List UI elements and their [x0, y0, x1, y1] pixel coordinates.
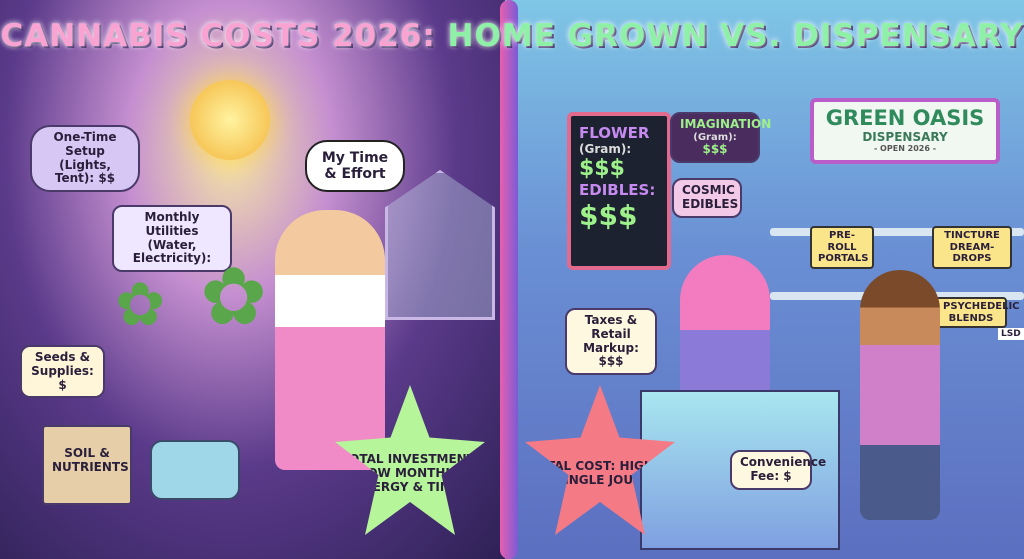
gardener-character: [275, 210, 385, 470]
time-effort-bubble: My Time & Effort: [305, 140, 405, 193]
imagination-price-tag: IMAGINATION (Gram): $$$: [670, 112, 771, 164]
watering-can-icon: [150, 440, 240, 500]
psychedelic-label: PSYCHEDELIC BLENDS: [935, 297, 1020, 328]
lsd-label: LSD: [998, 328, 1024, 341]
setup-cost-label: One-Time Setup (Lights, Tent): $$: [30, 125, 140, 193]
utilities-label: Monthly Utilities (Water, Electricity):: [112, 205, 232, 273]
page-title: CANNABIS COSTS 2026: HOME GROWN VS. DISP…: [0, 18, 1024, 54]
soil-bag-label: SOIL & NUTRIENTS: [42, 425, 132, 505]
divider: [500, 0, 518, 559]
shelf: [770, 228, 1024, 236]
price-board: FLOWER (Gram): $$$ EDIBLES: $$$: [567, 112, 671, 270]
tincture-label: TINCTURE DREAM-DROPS: [932, 226, 1012, 269]
sun-icon: [190, 80, 270, 160]
customer-character: [860, 270, 940, 520]
seeds-supplies-label: Seeds & Supplies: $: [20, 345, 105, 399]
preroll-label: PRE-ROLL PORTALS: [810, 226, 874, 269]
cannabis-plant-icon: ✿: [200, 250, 268, 343]
taxes-markup-tag: Taxes & Retail Markup: $$$: [565, 308, 657, 376]
cosmic-edibles-tag: COSMIC EDIBLES: [672, 178, 742, 218]
budtender-character: [680, 255, 770, 405]
greenhouse: [385, 170, 495, 320]
cannabis-plant-icon: ✿: [115, 270, 166, 340]
convenience-fee-tag: Convenience Fee: $: [730, 450, 826, 490]
store-sign: GREEN OASIS DISPENSARY - OPEN 2026 -: [810, 98, 1000, 164]
